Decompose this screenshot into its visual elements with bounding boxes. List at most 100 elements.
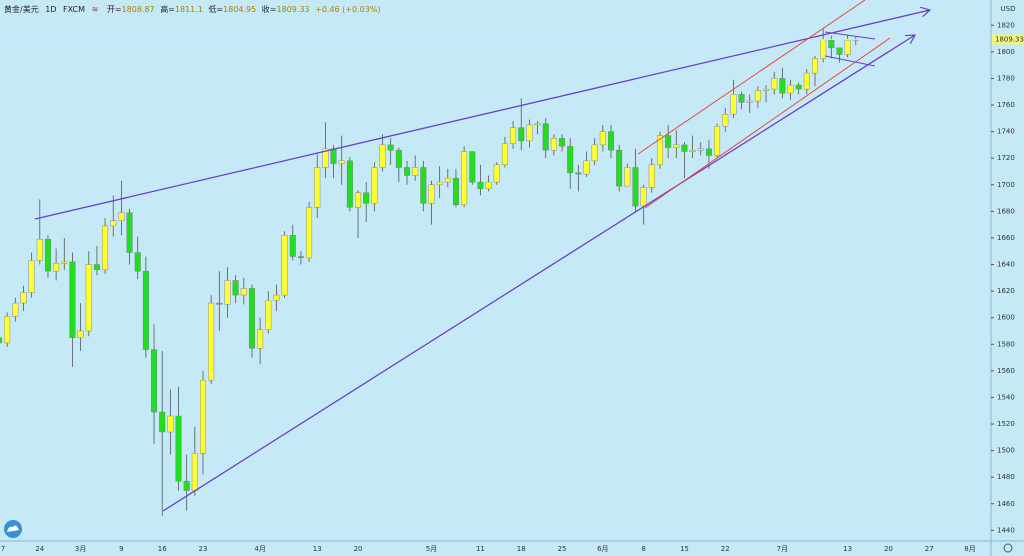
x-tick-label: 16: [158, 545, 167, 553]
candle-body: [257, 329, 264, 349]
candle-body: [306, 207, 313, 259]
y-tick-label: 1720: [997, 154, 1015, 162]
candle-body: [485, 181, 492, 189]
x-tick-label: 13: [313, 545, 322, 553]
candle-body: [4, 316, 11, 344]
candle-body: [681, 144, 688, 152]
candle-body: [714, 126, 721, 156]
candle-body: [616, 150, 623, 187]
y-tick-label: 1600: [997, 314, 1015, 322]
candle-body: [746, 100, 753, 103]
candle-body: [93, 264, 100, 271]
y-tick-label: 1800: [997, 48, 1015, 56]
candle-body: [697, 148, 704, 151]
y-tick-label: 1460: [997, 500, 1015, 508]
high-value: 1811.1: [174, 5, 203, 14]
y-tick-label: 1760: [997, 101, 1015, 109]
candle-body: [673, 144, 680, 148]
candle-body: [705, 148, 712, 156]
candle-body: [44, 239, 51, 272]
candle-body: [265, 300, 272, 330]
candle-body: [159, 411, 166, 433]
candle-body: [787, 84, 794, 94]
candle-body: [297, 256, 304, 259]
candle-body: [493, 164, 500, 183]
x-tick-label: 9: [119, 545, 123, 553]
candle-body: [371, 167, 378, 204]
logo: [4, 520, 22, 538]
y-tick-label: 1540: [997, 393, 1015, 401]
y-tick-label: 1700: [997, 181, 1015, 189]
y-tick-label: 1520: [997, 420, 1015, 428]
last-price-box: [992, 34, 1024, 45]
candle-body: [771, 78, 778, 90]
candle-body: [591, 144, 598, 162]
candle-body: [763, 88, 770, 91]
candle-body: [191, 453, 198, 491]
x-tick-label: 7月: [777, 545, 788, 553]
candle-body: [167, 415, 174, 433]
candle-body: [567, 146, 574, 174]
candle-body: [387, 144, 394, 151]
indicator-icon[interactable]: ≋: [91, 5, 99, 14]
candle-body: [20, 292, 27, 304]
candle-body: [85, 264, 92, 332]
settings-icon[interactable]: [1003, 543, 1013, 553]
candle-body: [518, 127, 525, 142]
candle-body: [314, 167, 321, 208]
trend-lines: [34, 0, 930, 512]
logo-cloud: [7, 525, 19, 532]
candle-body: [656, 135, 663, 166]
candle-body: [69, 261, 76, 338]
y-tick-label: 1560: [997, 367, 1015, 375]
x-tick-label: 22: [721, 545, 730, 553]
close-label: 收=: [261, 5, 277, 14]
candle-body: [363, 192, 370, 204]
x-tick-label: 15: [680, 545, 689, 553]
candle-body: [110, 220, 117, 227]
trend-line: [34, 10, 930, 220]
candle-body: [534, 123, 541, 126]
currency-label: USD: [1001, 5, 1016, 13]
candle-body: [689, 150, 696, 152]
candle-body: [501, 143, 508, 166]
candle-body: [608, 131, 615, 151]
candle-body: [134, 252, 141, 272]
low-value: 1804.95: [223, 5, 257, 14]
candle-body: [754, 90, 761, 102]
candle-body: [53, 262, 60, 272]
y-tick-label: 1480: [997, 473, 1015, 481]
candle-body: [183, 480, 190, 491]
y-tick-label: 1500: [997, 447, 1015, 455]
candle-body: [436, 181, 443, 185]
candle-body: [477, 181, 484, 189]
x-tick-label: 20: [884, 545, 893, 553]
candle-body: [461, 151, 468, 205]
x-tick-label: 18: [517, 545, 526, 553]
x-tick-label: 5月: [426, 545, 437, 553]
candle-body: [118, 212, 125, 221]
candle-body: [640, 187, 647, 207]
candle-body: [216, 302, 223, 305]
x-tick-label: 4月: [254, 545, 265, 553]
x-tick-label: 20: [354, 545, 363, 553]
x-tick-label: 25: [558, 545, 567, 553]
y-tick-label: 1580: [997, 340, 1015, 348]
x-tick-label: 7: [1, 545, 5, 553]
candle-body: [151, 349, 158, 413]
candle-body: [273, 294, 280, 301]
channel-line: [644, 37, 891, 209]
candle-body: [665, 135, 672, 148]
candle-body: [224, 280, 231, 305]
candle-body: [208, 302, 215, 381]
candle-body: [452, 177, 459, 205]
x-tick-label: 8: [641, 545, 645, 553]
change: +0.46 (+0.03%): [315, 5, 381, 14]
candle-body: [379, 144, 386, 168]
candle-body: [126, 212, 133, 253]
x-tick-label: 3月: [75, 545, 86, 553]
y-tick-label: 1780: [997, 74, 1015, 82]
candle-body: [738, 94, 745, 103]
x-tick-label: 8月: [964, 545, 975, 553]
candle-body: [12, 302, 19, 317]
